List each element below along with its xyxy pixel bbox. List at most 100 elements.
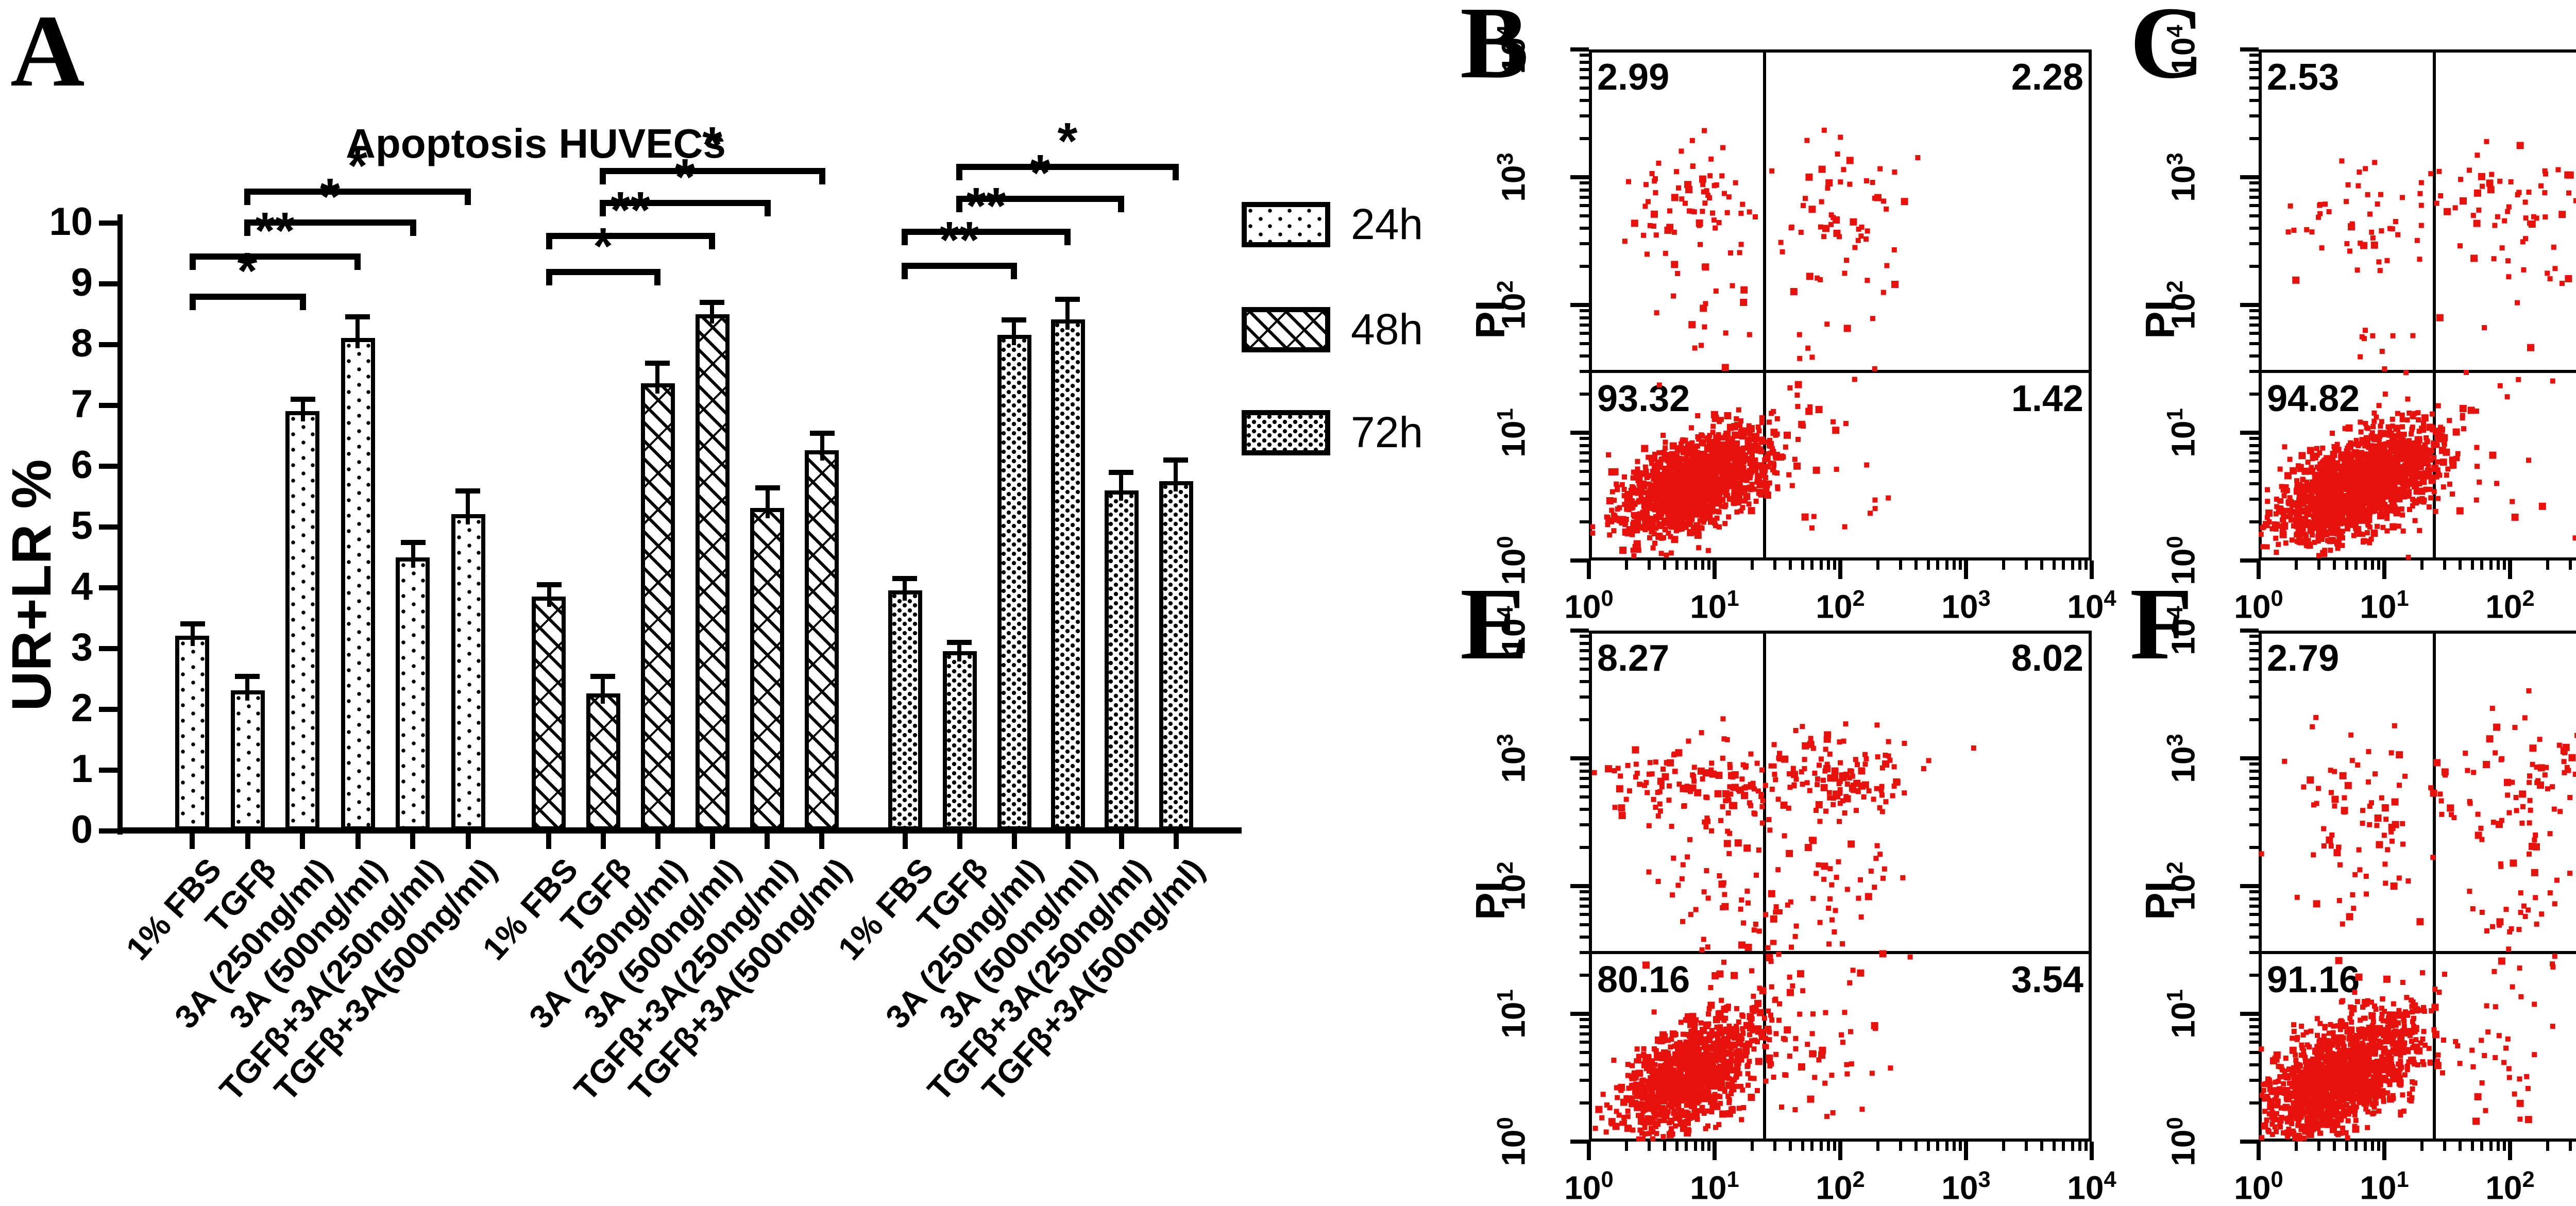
y-minor-tick [1580, 316, 1589, 319]
x-minor-tick [1707, 560, 1710, 570]
y-minor-tick [1580, 904, 1589, 907]
x-major-tick [1964, 560, 1968, 579]
y-major-tick [1570, 756, 1589, 760]
x-tick [1118, 834, 1124, 849]
x-minor-tick [1819, 1142, 1822, 1151]
x-minor-tick [2489, 560, 2492, 570]
y-minor-tick [1580, 115, 1589, 118]
x-minor-tick [1701, 560, 1704, 570]
x-minor-tick [2481, 560, 2484, 570]
y-minor-tick [1580, 1051, 1589, 1054]
y-minor-tick [2249, 641, 2259, 644]
y-minor-tick [1580, 444, 1589, 447]
y-minor-tick [2249, 795, 2259, 799]
y-minor-tick [1580, 60, 1589, 63]
pi-axis-label: PI [1469, 859, 1513, 942]
bar [997, 335, 1031, 830]
y-tick-label: 103 [2158, 134, 2193, 220]
x-major-tick [1838, 1142, 1842, 1160]
y-minor-tick [2249, 195, 2259, 198]
error-bar-cap [1109, 470, 1133, 475]
y-minor-tick [1580, 370, 1589, 373]
x-minor-tick [2546, 560, 2549, 570]
y-major-tick [1570, 431, 1589, 435]
y-minor-tick [2249, 460, 2259, 463]
y-minor-tick [1580, 137, 1589, 140]
y-tick-label: 104 [2158, 587, 2193, 674]
x-tick-label: 100 [2207, 1162, 2310, 1205]
y-minor-tick [1580, 913, 1589, 916]
legend-item: 24h [1242, 202, 1463, 247]
x-major-tick [1713, 1142, 1717, 1160]
x-tick [190, 834, 195, 849]
y-tick-label: 10 [10, 202, 93, 243]
bar [175, 636, 209, 830]
y-minor-tick [1580, 470, 1589, 473]
x-minor-tick [1675, 560, 1679, 570]
y-tick [99, 220, 122, 226]
scatter-points [1589, 631, 2092, 1142]
y-minor-tick [1580, 936, 1589, 939]
legend-item: 48h [1242, 307, 1463, 352]
error-bar [411, 542, 415, 568]
x-minor-tick [1927, 560, 1930, 570]
x-major-tick [2382, 1142, 2386, 1160]
error-bar-cap [590, 673, 615, 678]
bar [1104, 490, 1138, 830]
y-minor-tick [1580, 451, 1589, 454]
y-minor-tick [2249, 309, 2259, 312]
x-minor-tick [2345, 560, 2348, 570]
x-minor-tick [2443, 1142, 2446, 1151]
y-minor-tick [1580, 87, 1589, 90]
y-minor-tick [2249, 498, 2259, 501]
x-minor-tick [2420, 1142, 2424, 1151]
x-minor-tick [1789, 560, 1792, 570]
y-minor-tick [1580, 54, 1589, 57]
y-minor-tick [2249, 1032, 2259, 1035]
y-minor-tick [2249, 181, 2259, 184]
y-minor-tick [1580, 776, 1589, 779]
x-minor-tick [1876, 1142, 1879, 1151]
y-minor-tick [2249, 332, 2259, 335]
x-tick [465, 834, 470, 849]
y-minor-tick [1580, 785, 1589, 788]
x-minor-tick [1937, 1142, 1940, 1151]
error-bar-cap [455, 488, 480, 493]
x-minor-tick [1751, 1142, 1754, 1151]
flow-panel-C: C2.531.8494.820.811001001011011021021031… [2130, 0, 2576, 581]
x-minor-tick [1927, 1142, 1930, 1151]
x-minor-tick [2071, 560, 2074, 570]
error-bar-cap [947, 640, 972, 645]
y-minor-tick [1580, 890, 1589, 893]
error-bar [1119, 472, 1123, 500]
x-tick-label: 102 [1789, 1162, 1892, 1205]
x-minor-tick [2345, 1142, 2348, 1151]
y-tick-label: 6 [10, 445, 93, 486]
y-tick [99, 281, 122, 286]
x-tick-label: 100 [1537, 1162, 1640, 1205]
y-tick-label: 5 [10, 506, 93, 547]
error-bar-cap [645, 360, 670, 365]
error-bar [190, 624, 194, 647]
y-minor-tick [2249, 808, 2259, 811]
error-bar-cap [1163, 457, 1188, 463]
x-major-tick [2508, 560, 2512, 579]
pi-axis-label: PI [2139, 859, 2182, 942]
error-bar [355, 317, 360, 348]
x-minor-tick [1693, 560, 1697, 570]
error-bar-cap [345, 315, 370, 320]
x-minor-tick [2459, 1142, 2462, 1151]
x-minor-tick [2062, 560, 2065, 570]
bar [532, 597, 566, 830]
y-minor-tick [2249, 1051, 2259, 1054]
x-minor-tick [2002, 560, 2005, 570]
y-major-tick [2240, 1012, 2259, 1016]
bar [1050, 320, 1084, 830]
x-minor-tick [2024, 560, 2027, 570]
x-minor-tick [1811, 1142, 1814, 1151]
x-minor-tick [1751, 560, 1754, 570]
x-minor-tick [1663, 1142, 1666, 1151]
x-major-tick [1587, 560, 1591, 579]
